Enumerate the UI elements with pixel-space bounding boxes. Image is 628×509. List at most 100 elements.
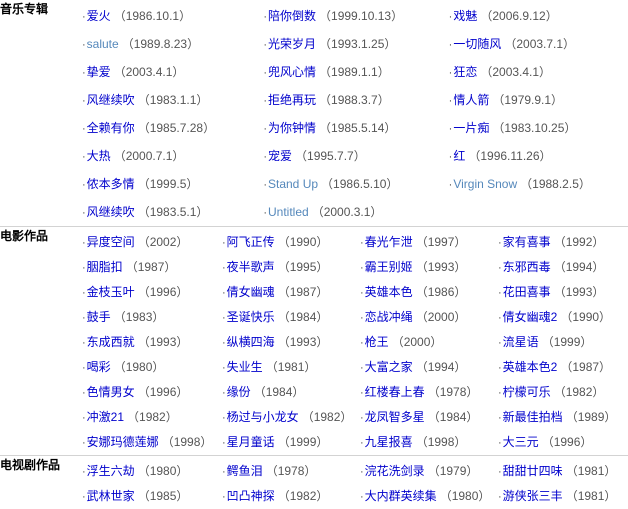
work-title-link[interactable]: 狂恋 [453, 65, 477, 79]
work-title-link[interactable]: 枪王 [365, 335, 389, 349]
work-entry: ·失业生（1981） [222, 355, 360, 380]
bullet-icon: · [82, 262, 86, 274]
work-year: （2003.4.1） [480, 65, 551, 79]
work-title-link[interactable]: 龙凤智多星 [365, 410, 425, 424]
work-title-link[interactable]: 星月童话 [227, 435, 275, 449]
bullet-icon: · [222, 412, 226, 424]
work-title-link[interactable]: salute [87, 37, 119, 51]
work-title-link[interactable]: 喝彩 [87, 360, 111, 374]
work-title-link[interactable]: 安娜玛德莲娜 [87, 435, 159, 449]
work-title-link[interactable]: 戏魅 [453, 9, 477, 23]
bullet-icon: · [82, 362, 86, 374]
work-title-link[interactable]: 圣诞快乐 [227, 310, 275, 324]
work-title-link[interactable]: 夜半歌声 [227, 260, 275, 274]
work-title-link[interactable]: 新最佳拍档 [503, 410, 563, 424]
bullet-icon: · [222, 262, 226, 274]
work-title-link[interactable]: 春光乍泄 [365, 235, 413, 249]
work-year: （1987） [126, 260, 177, 274]
work-title-link[interactable]: 鼓手 [87, 310, 111, 324]
work-title-link[interactable]: 挚爱 [87, 65, 111, 79]
work-title-link[interactable]: Untitled [268, 205, 309, 219]
work-title-link[interactable]: 倩女幽魂2 [503, 310, 558, 324]
work-title-link[interactable]: 东邪西毒 [503, 260, 551, 274]
work-title-link[interactable]: 流星语 [503, 335, 539, 349]
work-title-link[interactable]: 杨过与小龙女 [227, 410, 299, 424]
work-title-link[interactable]: 宠爱 [268, 149, 292, 163]
work-title-link[interactable]: 游侠张三丰 [503, 489, 563, 503]
work-year: （1986.10.1） [114, 9, 191, 23]
work-title-link[interactable]: 倩女幽魂 [227, 285, 275, 299]
bullet-icon: · [498, 491, 502, 503]
work-title-link[interactable]: 浣花洗剑录 [365, 464, 425, 478]
work-year: （1981） [566, 464, 617, 478]
work-title-link[interactable]: 金枝玉叶 [87, 285, 135, 299]
bullet-icon: · [82, 95, 86, 107]
work-title-link[interactable]: 鳄鱼泪 [227, 464, 263, 478]
work-title-link[interactable]: 凹凸神探 [227, 489, 275, 503]
work-title-link[interactable]: 陪你倒数 [268, 9, 316, 23]
work-title-link[interactable]: 恋战冲绳 [365, 310, 413, 324]
work-title-link[interactable]: 大内群英续集 [365, 489, 437, 503]
work-title-link[interactable]: 霸王别姬 [365, 260, 413, 274]
section-music-albums: 音乐专辑·爱火（1986.10.1）·salute（1989.8.23）·挚爱（… [0, 0, 628, 227]
work-title-link[interactable]: Stand Up [268, 177, 318, 191]
bullet-icon: · [498, 237, 502, 249]
work-title-link[interactable]: 武林世家 [87, 489, 135, 503]
work-title-link[interactable]: 为你钟情 [268, 121, 316, 135]
work-year: （1984） [254, 385, 305, 399]
work-title-link[interactable]: 风继续吹 [87, 93, 135, 107]
work-title-link[interactable]: 情人箭 [453, 93, 489, 107]
work-title-link[interactable]: 拒绝再玩 [268, 93, 316, 107]
work-title-link[interactable]: 阿飞正传 [227, 235, 275, 249]
work-entry: ·冲激21（1982） [82, 405, 222, 430]
work-title-link[interactable]: 侬本多情 [87, 177, 135, 191]
work-title-link[interactable]: 甜甜廿四味 [503, 464, 563, 478]
work-title-link[interactable]: 一片痴 [453, 121, 489, 135]
work-title-link[interactable]: 全赖有你 [87, 121, 135, 135]
work-title-link[interactable]: 冲激21 [87, 410, 124, 424]
work-title-link[interactable]: 花田喜事 [503, 285, 551, 299]
work-title-link[interactable]: 红 [453, 149, 465, 163]
section-content-tv-drama-works: ·浮生六劫（1980）·武林世家（1985）·鳄鱼泪（1978）·凹凸神探（19… [82, 456, 628, 509]
work-title-link[interactable]: 兜风心情 [268, 65, 316, 79]
work-title-link[interactable]: 光荣岁月 [268, 37, 316, 51]
work-title-link[interactable]: 色情男女 [87, 385, 135, 399]
work-entry: ·新最佳拍档（1989） [498, 405, 628, 430]
bullet-icon: · [82, 491, 86, 503]
work-title-link[interactable]: 浮生六劫 [87, 464, 135, 478]
work-title-link[interactable]: 大富之家 [365, 360, 413, 374]
work-title-link[interactable]: 红楼春上春 [365, 385, 425, 399]
bullet-icon: · [263, 11, 267, 23]
bullet-icon: · [82, 39, 86, 51]
work-title-link[interactable]: 英雄本色2 [503, 360, 558, 374]
work-entry: ·侬本多情（1999.5） [82, 170, 263, 198]
work-title-link[interactable]: 东成西就 [87, 335, 135, 349]
work-title-link[interactable]: 大热 [87, 149, 111, 163]
work-title-link[interactable]: 风继续吹 [87, 205, 135, 219]
work-title-link[interactable]: 大三元 [503, 435, 539, 449]
work-title-link[interactable]: 爱火 [87, 9, 111, 23]
work-title-link[interactable]: 一切随风 [453, 37, 501, 51]
work-title-link[interactable]: 英雄本色 [365, 285, 413, 299]
work-title-link[interactable]: 家有喜事 [503, 235, 551, 249]
work-year: （1995） [278, 260, 329, 274]
work-year: （1980） [440, 489, 491, 503]
work-title-link[interactable]: 纵横四海 [227, 335, 275, 349]
work-title-link[interactable]: 失业生 [227, 360, 263, 374]
work-entry: ·安娜玛德莲娜（1998） [82, 430, 222, 455]
bullet-icon: · [222, 312, 226, 324]
work-title-link[interactable]: 异度空间 [87, 235, 135, 249]
work-year: （1981） [566, 489, 617, 503]
work-entry: ·陪你倒数（1999.10.13） [263, 2, 448, 30]
work-year: （1984） [428, 410, 479, 424]
bullet-icon: · [222, 337, 226, 349]
work-year: （2002） [138, 235, 189, 249]
work-entry: ·缘份（1984） [222, 380, 360, 405]
work-title-link[interactable]: Virgin Snow [453, 177, 517, 191]
work-title-link[interactable]: 九星报喜 [365, 435, 413, 449]
work-title-link[interactable]: 胭脂扣 [87, 260, 123, 274]
work-title-link[interactable]: 缘份 [227, 385, 251, 399]
work-title-link[interactable]: 柠檬可乐 [503, 385, 551, 399]
